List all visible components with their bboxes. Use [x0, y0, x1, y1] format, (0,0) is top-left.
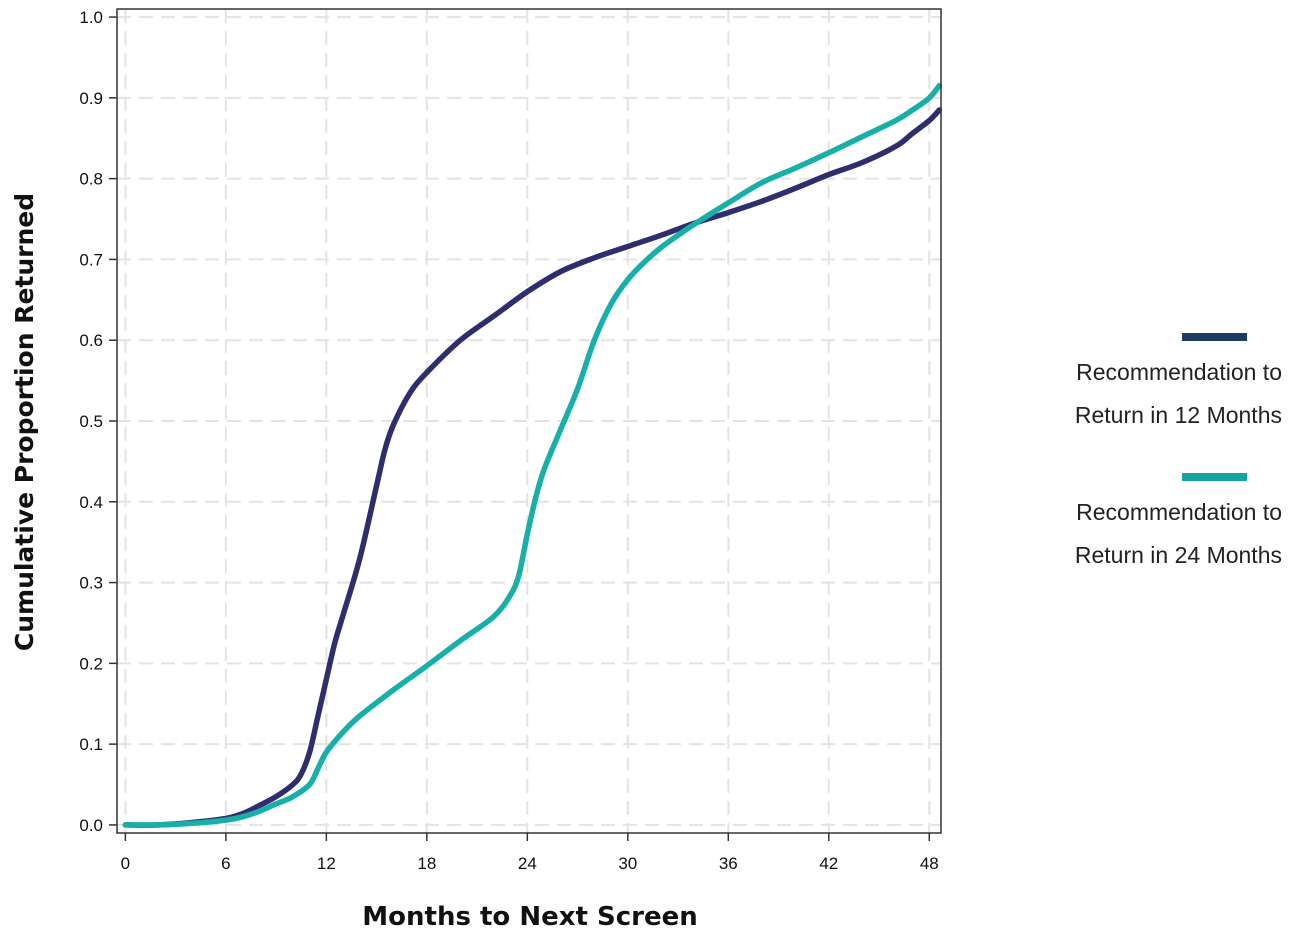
legend-swatch-12-months	[1182, 333, 1247, 341]
legend-label-12-months-line2: Return in 12 Months	[1075, 402, 1282, 428]
y-tick-label: 0.5	[79, 412, 103, 431]
y-tick-label: 0.4	[79, 493, 103, 512]
y-tick-label: 0.3	[79, 574, 103, 593]
y-tick-label: 0.1	[79, 735, 103, 754]
x-tick-label: 18	[417, 854, 436, 873]
y-tick-label: 0.9	[79, 89, 103, 108]
y-tick-label: 1.0	[79, 8, 103, 27]
y-tick-label: 0.0	[79, 816, 103, 835]
x-tick-label: 30	[618, 854, 637, 873]
axis-ticks: 0 6 12 18 24 30 36 42 48 0.0 0.1 0.2 0.3 0.4 0.5 0.6 0.7…	[79, 8, 938, 873]
x-tick-label: 0	[121, 854, 130, 873]
x-tick-label: 48	[920, 854, 939, 873]
series-line-12-months	[122, 107, 943, 828]
series-line-24-months	[122, 82, 943, 828]
legend-label-24-months-line2: Return in 24 Months	[1075, 542, 1282, 568]
y-tick-label: 0.6	[79, 331, 103, 350]
legend-swatch-24-months	[1182, 473, 1247, 481]
x-tick-label: 42	[819, 854, 838, 873]
x-tick-label: 12	[317, 854, 336, 873]
legend: Recommendation to Return in 12 Months Re…	[1075, 333, 1282, 568]
x-tick-label: 24	[518, 854, 537, 873]
x-tick-label: 6	[221, 854, 230, 873]
grid	[117, 9, 941, 833]
legend-label-24-months-line1: Recommendation to	[1076, 499, 1282, 525]
legend-label-12-months-line1: Recommendation to	[1076, 359, 1282, 385]
y-tick-label: 0.7	[79, 250, 103, 269]
y-tick-label: 0.2	[79, 654, 103, 673]
y-axis-title: Cumulative Proportion Returned	[10, 193, 39, 651]
y-tick-label: 0.8	[79, 170, 103, 189]
x-tick-label: 36	[719, 854, 738, 873]
series-lines	[122, 82, 943, 828]
x-axis-title: Months to Next Screen	[362, 902, 697, 932]
